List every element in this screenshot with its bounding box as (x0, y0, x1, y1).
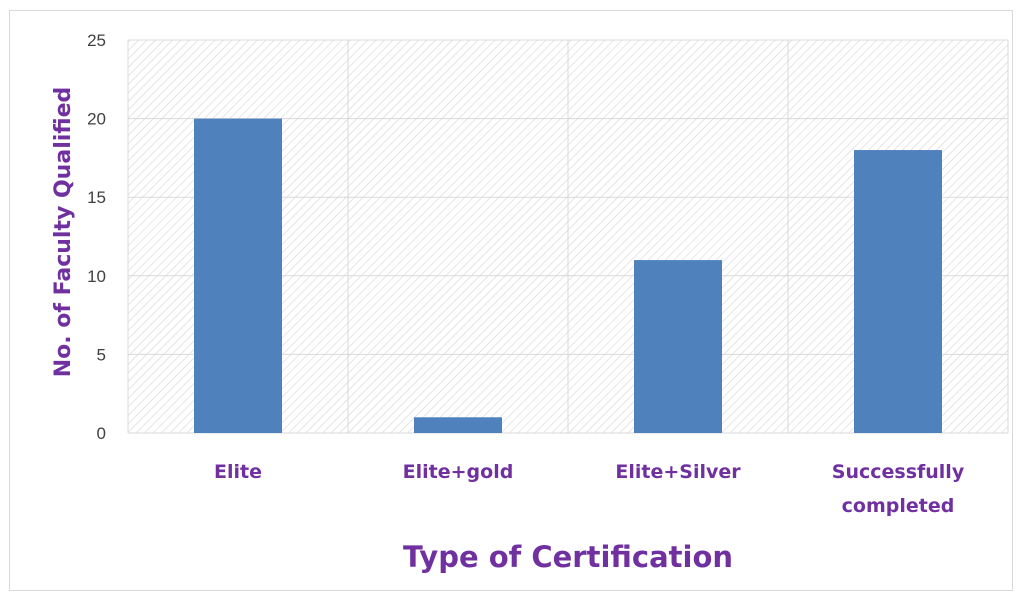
y-tick-label: 5 (97, 345, 106, 364)
bar-elite-gold (414, 417, 502, 433)
x-category-label: Elite (214, 461, 262, 483)
y-tick-label: 10 (87, 267, 106, 286)
x-category-label: Elite+Silver (615, 461, 741, 483)
x-category-label: Successfully completed (832, 461, 965, 517)
y-tick-label: 0 (97, 424, 106, 443)
x-axis-categories: Elite Elite+gold Elite+Silver Successfully c… (214, 461, 965, 517)
y-axis-title: No. of Faculty Qualified (51, 87, 76, 378)
bar-elite (194, 118, 282, 433)
y-axis-ticks: 0 5 10 15 20 25 (87, 31, 106, 443)
bar-elite-silver (634, 260, 722, 433)
x-category-label: Elite+gold (403, 461, 514, 483)
x-axis-title: Type of Certification (403, 540, 733, 574)
y-tick-label: 15 (87, 188, 106, 207)
y-tick-label: 25 (87, 31, 106, 50)
bars (194, 118, 942, 434)
bar-successfully-completed (854, 150, 942, 434)
y-tick-label: 20 (87, 110, 106, 129)
